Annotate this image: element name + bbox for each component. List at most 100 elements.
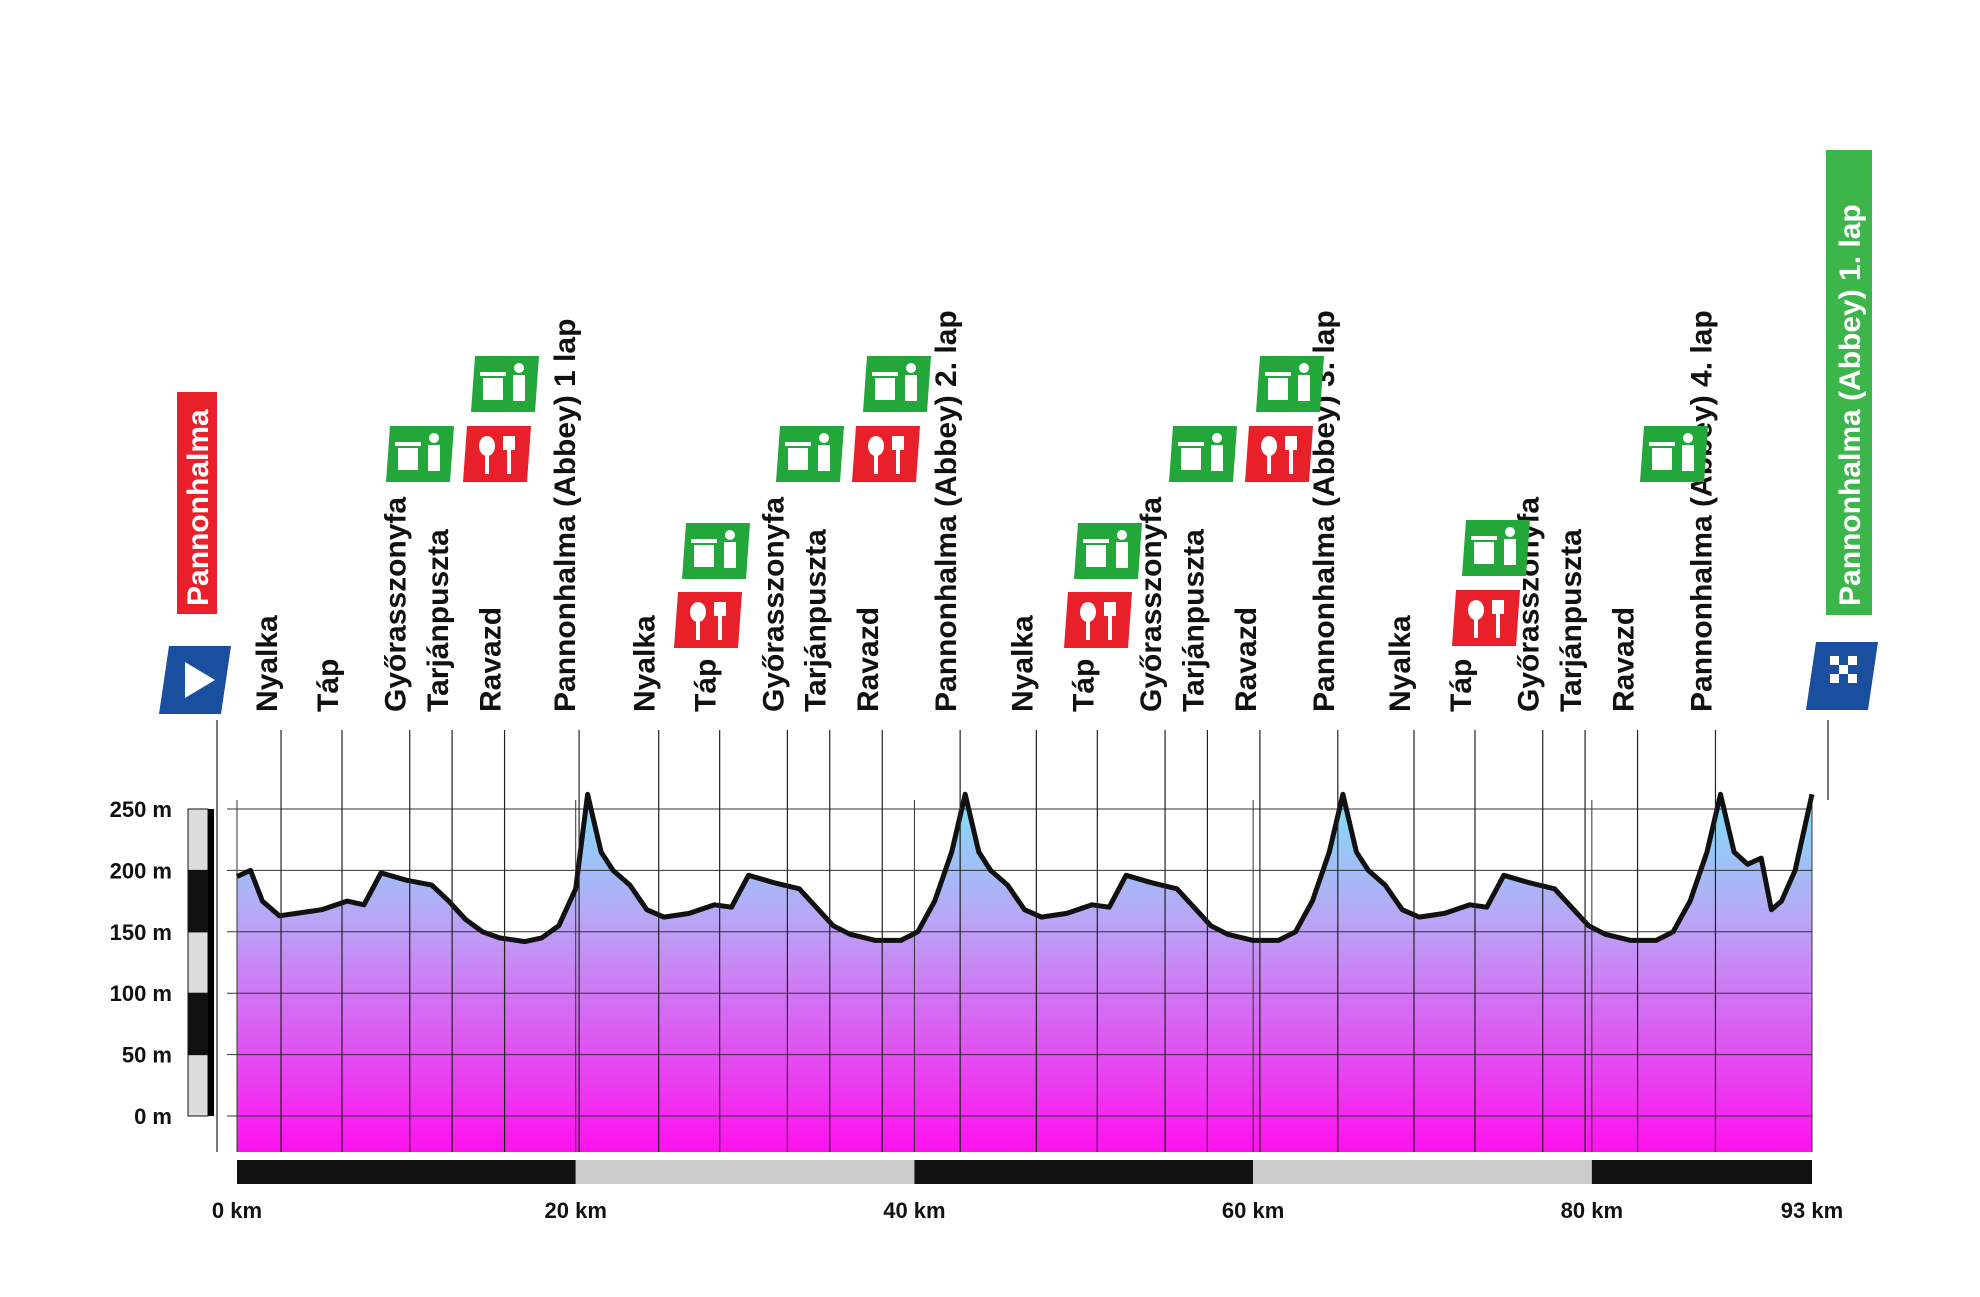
icon-fork-handle [1108, 616, 1112, 640]
icon-bin-lid [785, 442, 811, 446]
icon-box [1245, 426, 1313, 482]
y-scale-shadow [208, 809, 214, 1116]
place-label: Nyalka [629, 615, 662, 712]
icon-fork-handle [1289, 450, 1293, 474]
icon-fork [503, 436, 515, 450]
icon-spoon-handle [1267, 454, 1271, 474]
icon-body [513, 375, 525, 401]
icon-box [1064, 592, 1132, 648]
y-scale-segment [187, 1054, 209, 1117]
icon-bin [1086, 545, 1106, 567]
place-label: Nyalka [251, 615, 284, 712]
icon-box [1640, 426, 1708, 482]
icon-box [386, 426, 454, 482]
icon-box [1452, 590, 1520, 646]
feed-zone-icon [674, 592, 742, 648]
feed-zone-icon [852, 426, 920, 482]
icon-fork [1104, 602, 1116, 616]
icon-bin-lid [395, 442, 421, 446]
waste-zone-icon [386, 426, 454, 482]
icon-spoon [690, 602, 706, 622]
icon-head [725, 530, 735, 540]
icon-body [818, 445, 830, 471]
icon-bin [1181, 448, 1201, 470]
x-scale-segment [575, 1160, 915, 1184]
icon-body [428, 445, 440, 471]
icon-bin-lid [480, 372, 506, 376]
icon-spoon [1080, 602, 1096, 622]
place-label: Tarjánpuszta [800, 529, 833, 712]
x-tick-label: 80 km [1561, 1198, 1623, 1223]
icon-bin-lid [1265, 372, 1291, 376]
profile-line [235, 791, 1815, 945]
waste-zone-icon [1462, 520, 1530, 576]
finish-label-box [1826, 150, 1872, 615]
icon-fork [1285, 436, 1297, 450]
icon-box [776, 426, 844, 482]
feed-zone-icon [463, 426, 531, 482]
icon-box [471, 356, 539, 412]
finish-check [1848, 656, 1857, 665]
place-label: Tarjánpuszta [1177, 529, 1210, 712]
y-scale-segment [187, 931, 209, 994]
feed-zone-icon [1245, 426, 1313, 482]
finish-check [1839, 665, 1848, 674]
icon-fork-handle [1496, 614, 1500, 638]
start-label-box [177, 392, 217, 614]
icon-body [905, 375, 917, 401]
place-label: Ravazd [1608, 607, 1641, 712]
waste-zone-icon [682, 523, 750, 579]
icon-box [863, 356, 931, 412]
icon-head [1299, 363, 1309, 373]
y-tick-label: 50 m [122, 1043, 172, 1068]
icon-bin-lid [1178, 442, 1204, 446]
x-scale-segment [1253, 1160, 1592, 1184]
x-tick-label: 60 km [1222, 1198, 1284, 1223]
icon-body [1116, 542, 1128, 568]
icon-spoon-handle [485, 454, 489, 474]
icon-body [1298, 375, 1310, 401]
icon-bin-lid [691, 539, 717, 543]
place-label: Ravazd [852, 607, 885, 712]
icon-body [724, 542, 736, 568]
place-label: Tarjánpuszta [422, 529, 455, 712]
place-label: Tarjánpuszta [1555, 529, 1588, 712]
icon-box [1074, 523, 1142, 579]
icon-spoon-handle [1086, 620, 1090, 640]
place-label: Győrasszonyfa [380, 497, 413, 712]
icon-head [906, 363, 916, 373]
y-scale-segment [187, 992, 209, 1056]
waste-zone-icon [1169, 426, 1237, 482]
icon-body [1504, 539, 1516, 565]
icon-box [463, 426, 531, 482]
icon-box [852, 426, 920, 482]
place-label: Nyalka [1006, 615, 1039, 712]
place-label: Táp [1445, 659, 1478, 712]
icon-bin [875, 378, 895, 400]
icon-box [1169, 426, 1237, 482]
profile-area [237, 794, 1812, 1152]
finish-label: Pannonhalma (Abbey) 1. lap [1834, 204, 1867, 606]
icon-box [682, 523, 750, 579]
waste-zone-icon [471, 356, 539, 412]
place-label: Táp [312, 659, 345, 712]
icon-bin-lid [1083, 539, 1109, 543]
icon-fork-handle [718, 616, 722, 640]
icon-head [429, 433, 439, 443]
icon-bin-lid [872, 372, 898, 376]
icon-box [1462, 520, 1530, 576]
x-scale-segment [1591, 1160, 1812, 1184]
x-tick-label: 0 km [212, 1198, 262, 1223]
y-tick-label: 200 m [110, 858, 172, 883]
icon-spoon [1468, 600, 1484, 620]
icon-head [1683, 433, 1693, 443]
waste-zone-icon [1640, 426, 1708, 482]
x-tick-label: 40 km [883, 1198, 945, 1223]
icon-bin [483, 378, 503, 400]
icon-bin [1474, 542, 1494, 564]
icon-bin [788, 448, 808, 470]
icon-bin-lid [1471, 536, 1497, 540]
finish-check [1830, 656, 1839, 665]
y-tick-label: 0 m [134, 1104, 172, 1129]
